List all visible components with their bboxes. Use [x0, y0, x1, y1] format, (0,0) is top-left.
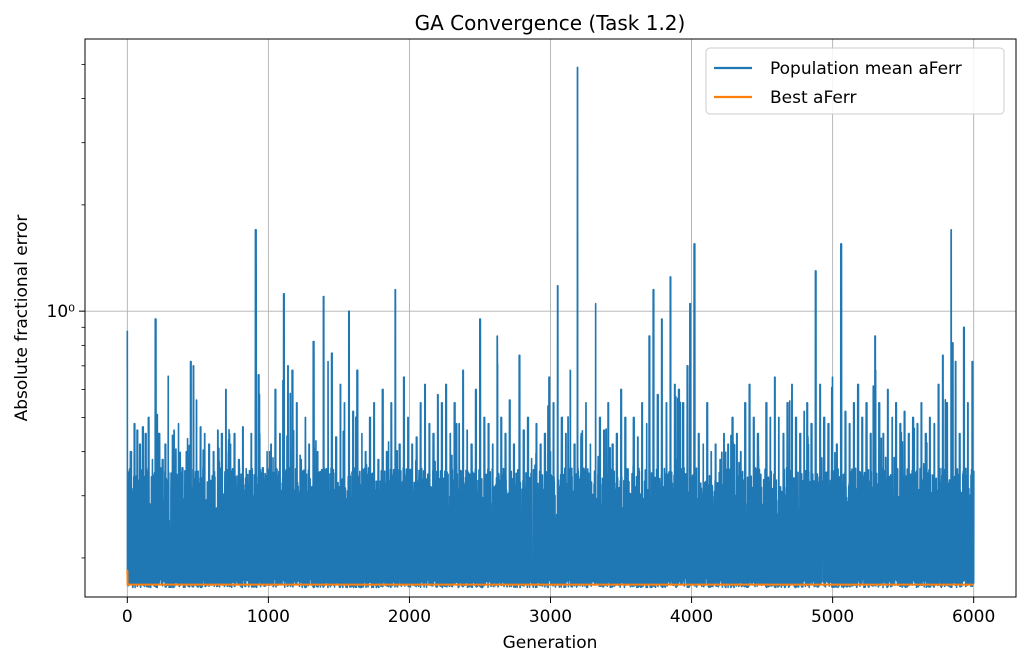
chart-title: GA Convergence (Task 1.2)	[415, 11, 686, 35]
x-tick-label: 1000	[247, 607, 290, 627]
x-tick-label: 5000	[811, 607, 854, 627]
x-axis-title: Generation	[503, 633, 598, 653]
legend: Population mean aFerr Best aFerr	[705, 47, 1005, 115]
x-tick-label: 0	[122, 607, 133, 627]
series-line-population-mean	[126, 66, 975, 589]
legend-box	[705, 47, 1005, 115]
series-layer	[126, 66, 975, 589]
legend-label-best: Best aFerr	[770, 88, 856, 108]
legend-label-population-mean: Population mean aFerr	[770, 59, 962, 79]
tick-marks	[79, 63, 975, 603]
series-line-best	[126, 569, 974, 586]
x-tick-label: 6000	[952, 607, 995, 627]
x-tick-label: 4000	[670, 607, 713, 627]
x-tick-label: 3000	[529, 607, 572, 627]
y-tick-label: 10⁰	[47, 302, 76, 322]
y-axis-title: Absolute fractional error	[12, 215, 32, 422]
x-tick-label: 2000	[388, 607, 431, 627]
plot-area	[79, 38, 1017, 603]
